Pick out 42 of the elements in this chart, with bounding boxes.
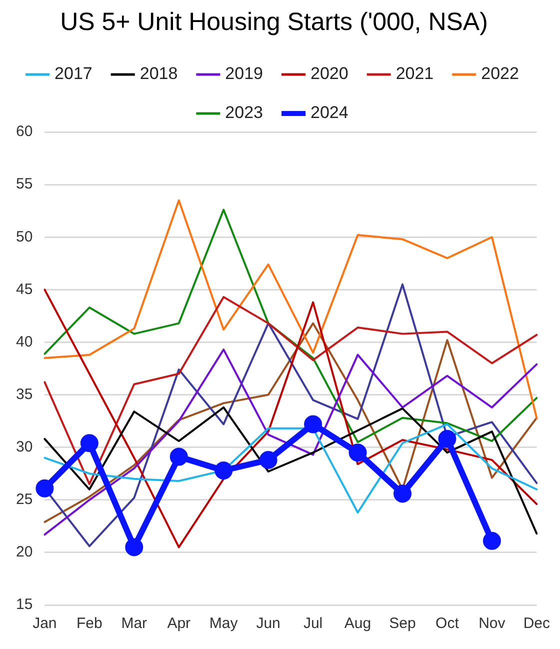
x-tick-label: Feb	[76, 615, 102, 632]
point	[393, 484, 412, 503]
x-tick-label: Dec	[523, 615, 550, 632]
y-tick-label: 35	[16, 386, 33, 403]
x-tick-label: Aug	[344, 615, 372, 632]
point	[170, 448, 188, 466]
x-tick-label: Jan	[32, 615, 57, 632]
y-tick-label: 45	[16, 280, 33, 298]
x-tick-label: May	[209, 615, 238, 632]
point	[125, 538, 144, 556]
x-tick-label: Nov	[478, 615, 506, 632]
legend-label: 2021	[396, 64, 434, 84]
legend-label: 2024	[310, 103, 348, 122]
legend-label: 2020	[310, 64, 348, 84]
point	[482, 532, 501, 550]
point	[80, 434, 98, 452]
y-tick-label: 40	[16, 333, 33, 350]
point	[259, 450, 278, 469]
point	[214, 461, 233, 480]
y-tick-label: 50	[16, 228, 33, 246]
legend-label: 2017	[54, 64, 92, 84]
point	[348, 444, 367, 462]
x-tick-label: Oct	[436, 615, 460, 632]
x-tick-label: Sep	[389, 615, 416, 632]
legend-label: 2023	[225, 103, 264, 122]
x-tick-label: Apr	[167, 615, 191, 632]
x-tick-label: Jul	[303, 615, 323, 632]
y-tick-label: 55	[16, 176, 33, 193]
x-tick-label: Mar	[121, 615, 148, 632]
point	[438, 430, 456, 448]
legend-label: 2022	[481, 64, 519, 84]
y-tick-label: 30	[16, 438, 33, 456]
y-tick-label: 20	[16, 544, 33, 561]
y-tick-label: 60	[16, 123, 33, 140]
x-tick-label: Jun	[256, 615, 280, 632]
legend-label: 2018	[140, 64, 178, 84]
chart-title: US 5+ Unit Housing Starts ('000, NSA)	[60, 8, 488, 36]
point	[304, 415, 322, 434]
legend-label: 2019	[225, 64, 264, 84]
y-tick-label: 25	[16, 491, 33, 508]
point	[36, 479, 54, 498]
y-tick-label: 15	[16, 596, 33, 614]
